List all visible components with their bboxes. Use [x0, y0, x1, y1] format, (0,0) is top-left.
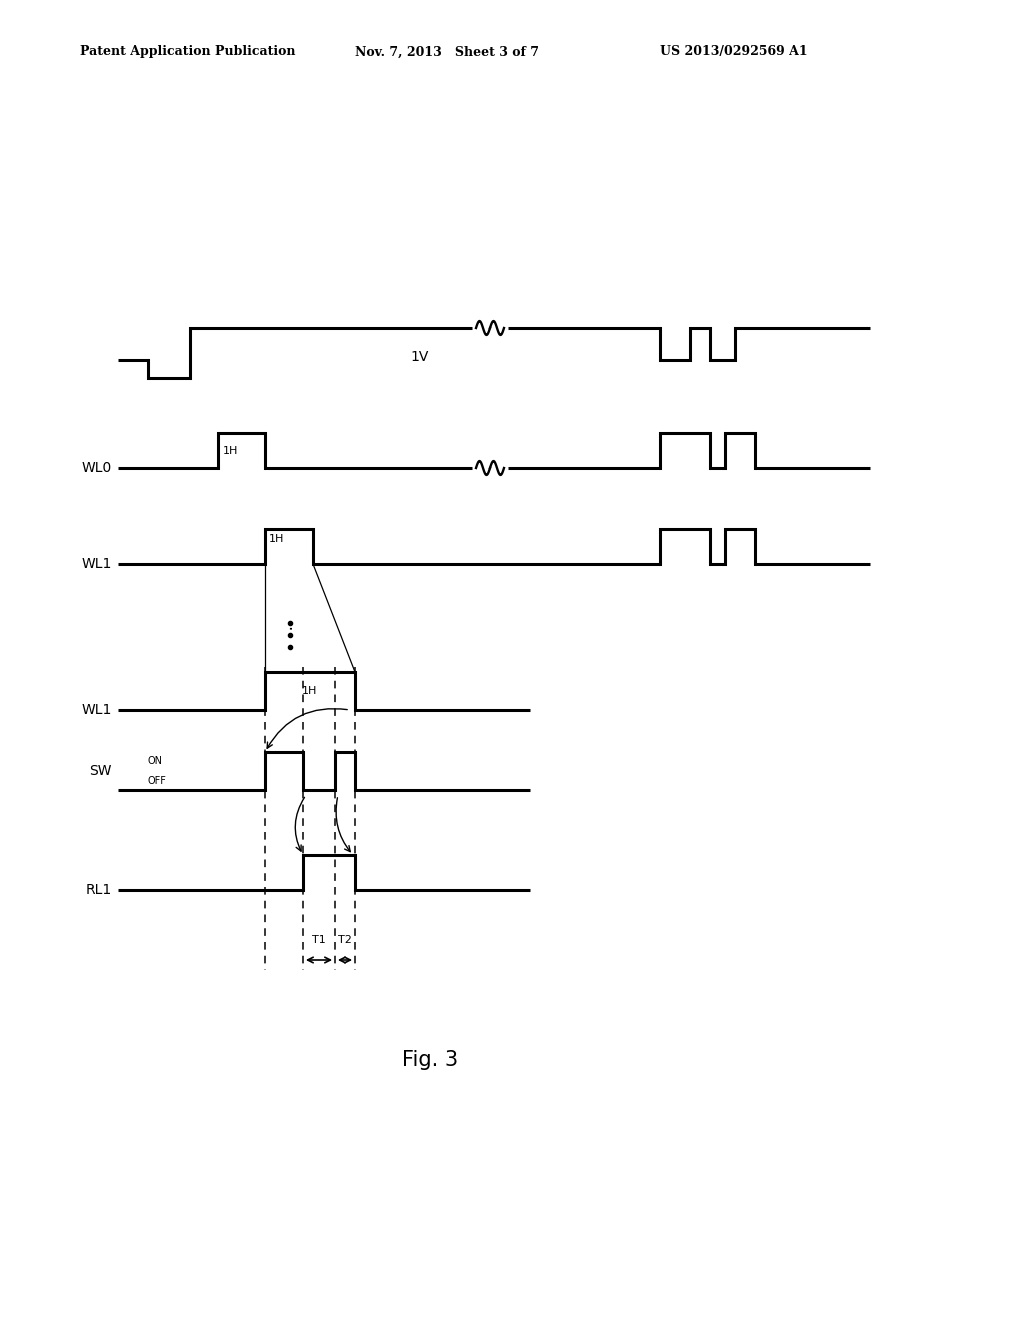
Text: WL0: WL0: [82, 461, 112, 475]
Text: T2: T2: [338, 935, 352, 945]
Text: T1: T1: [312, 935, 326, 945]
Text: 1H: 1H: [302, 686, 317, 696]
Text: US 2013/0292569 A1: US 2013/0292569 A1: [660, 45, 808, 58]
Text: 1V: 1V: [411, 350, 429, 364]
Text: WL1: WL1: [82, 704, 112, 717]
Text: RL1: RL1: [86, 883, 112, 898]
Text: ON: ON: [148, 756, 163, 766]
Text: Patent Application Publication: Patent Application Publication: [80, 45, 296, 58]
Text: 1H: 1H: [269, 535, 285, 544]
Text: Fig. 3: Fig. 3: [402, 1049, 458, 1071]
Text: SW: SW: [89, 764, 112, 777]
Text: OFF: OFF: [148, 776, 167, 785]
Text: 1H: 1H: [223, 446, 239, 455]
Text: Nov. 7, 2013   Sheet 3 of 7: Nov. 7, 2013 Sheet 3 of 7: [355, 45, 539, 58]
Text: WL1: WL1: [82, 557, 112, 572]
Text: ⋯: ⋯: [281, 619, 299, 635]
